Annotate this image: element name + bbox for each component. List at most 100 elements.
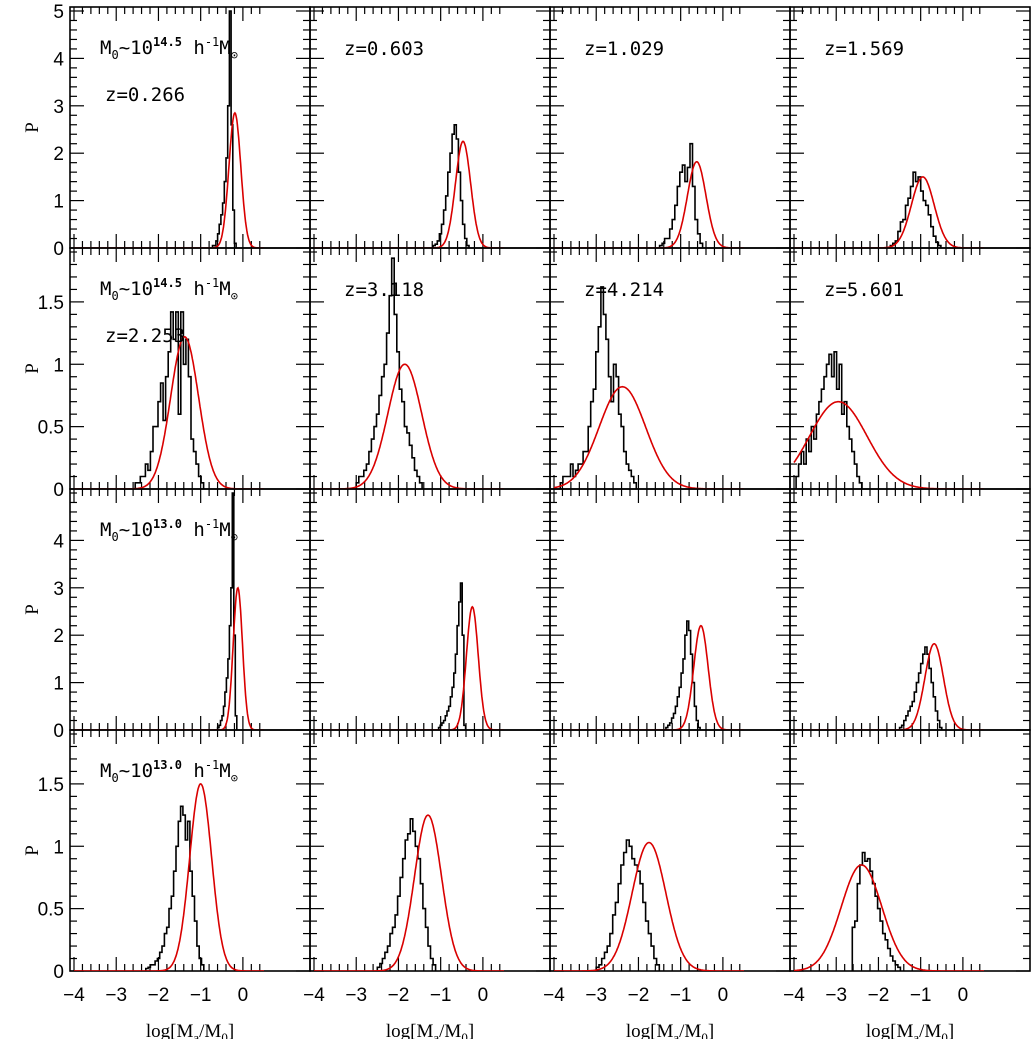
gaussian-fit-line (794, 643, 984, 730)
y-axis-label: P (22, 845, 43, 856)
x-axis-label: log[Ma/M0] (146, 1021, 234, 1039)
histogram-series (665, 620, 701, 730)
x-tick-label: −1 (430, 985, 452, 1006)
panel-r2-c4: z=5.601 (789, 247, 1031, 490)
panel-frame (789, 488, 1031, 731)
panel-r2-c1: z=2.253 0 0.5 1 1.5 P M0~1014.5 h-1M⊙ (22, 247, 311, 501)
halo-mass-label: M0~1014.5 h-1M⊙ (100, 276, 238, 303)
gaussian-fit-line (314, 605, 504, 730)
x-axis-label: log[Ma/M0] (626, 1021, 714, 1039)
histogram-series (216, 492, 238, 730)
panels-layer: z=0.266 0 1 2 3 4 5 P M0~1014.5 h-1M⊙ z=0.603 z=1.… (22, 2, 1031, 1039)
y-tick-label: 0 (53, 480, 64, 501)
x-tick-label: −3 (585, 985, 607, 1006)
y-tick-label: 4 (53, 49, 64, 70)
x-tick-label: −4 (543, 985, 565, 1006)
x-tick-label: −2 (148, 985, 170, 1006)
x-axis-label: log[Ma/M0] (386, 1021, 474, 1039)
redshift-label: z=1.569 (824, 38, 904, 60)
panel-frame (309, 729, 551, 972)
panel-r1-c1: z=0.266 0 1 2 3 4 5 P M0~1014.5 h-1M⊙ (22, 2, 311, 260)
panel-frame (789, 729, 1031, 972)
halo-mass-label: M0~1014.5 h-1M⊙ (100, 35, 238, 62)
y-tick-label: 4 (53, 531, 64, 552)
gaussian-fit-line (554, 161, 744, 248)
panel-r3-c2 (309, 488, 551, 731)
gaussian-fit-line (314, 363, 504, 489)
y-tick-label: 0.5 (38, 418, 64, 439)
x-tick-label: −4 (303, 985, 325, 1006)
y-axis-label: P (22, 604, 43, 615)
redshift-label: z=0.266 (105, 84, 185, 106)
x-tick-label: −1 (190, 985, 212, 1006)
y-tick-label: 1 (53, 192, 64, 213)
y-tick-label: 1.5 (38, 293, 64, 314)
y-tick-label: 1 (53, 837, 64, 858)
y-axis-label: P (22, 122, 43, 133)
redshift-label: z=1.029 (584, 38, 664, 60)
redshift-label: z=5.601 (824, 279, 904, 301)
redshift-label: z=2.253 (105, 325, 185, 347)
x-tick-label: −3 (825, 985, 847, 1006)
histogram-series (432, 124, 470, 248)
redshift-label: z=4.214 (584, 279, 664, 301)
panel-r3-c4 (789, 488, 1031, 731)
x-axis-label: log[Ma/M0] (866, 1021, 954, 1039)
histogram-series (851, 851, 902, 971)
panel-frame (549, 729, 791, 972)
histogram-series (355, 257, 423, 489)
panel-r1-c2: z=0.603 (309, 6, 551, 249)
panel-r2-c2: z=3.118 (309, 247, 551, 490)
histogram-series (898, 646, 943, 730)
y-tick-label: 2 (53, 144, 64, 165)
histogram-series (658, 142, 704, 248)
x-tick-label: −1 (670, 985, 692, 1006)
y-tick-label: 3 (53, 97, 64, 118)
y-tick-label: 0 (53, 721, 64, 742)
gaussian-fit-line (553, 385, 744, 489)
x-tick-label: 0 (478, 985, 489, 1006)
panel-r2-c3: z=4.214 (549, 247, 791, 490)
halo-mass-label: M0~1013.0 h-1M⊙ (100, 517, 238, 544)
halo-mass-label: M0~1013.0 h-1M⊙ (100, 758, 238, 785)
x-tick-label: 0 (958, 985, 969, 1006)
y-tick-label: 2 (53, 626, 64, 647)
histogram-series (795, 351, 863, 489)
x-tick-label: 0 (238, 985, 249, 1006)
y-tick-label: 1.5 (38, 775, 64, 796)
gaussian-fit-line (314, 140, 504, 248)
gaussian-fit-line (74, 586, 264, 730)
histogram-series (595, 839, 661, 971)
x-tick-label: −4 (783, 985, 805, 1006)
panel-r3-c3 (549, 488, 791, 731)
panel-frame (309, 488, 551, 731)
x-tick-label: −1 (910, 985, 932, 1006)
x-tick-label: −2 (628, 985, 650, 1006)
y-tick-label: 0 (53, 239, 64, 260)
histogram-series (211, 10, 237, 248)
histogram-series (376, 818, 437, 971)
gaussian-fit-line (554, 624, 744, 730)
histogram-series (145, 805, 205, 971)
gaussian-fit-line (794, 176, 984, 248)
histogram-series (889, 171, 942, 248)
y-axis-label: P (22, 363, 43, 374)
gaussian-fit-line (74, 111, 264, 248)
x-tick-label: −2 (868, 985, 890, 1006)
x-tick-label: −4 (63, 985, 85, 1006)
panel-r3-c1: 0 1 2 3 4 P M0~1013.0 h-1M⊙ (22, 488, 311, 742)
gaussian-fit-line (314, 814, 504, 971)
gaussian-fit-line (554, 841, 744, 971)
y-tick-label: 3 (53, 579, 64, 600)
panel-r1-c3: z=1.029 (549, 6, 791, 249)
histogram-series (134, 311, 205, 489)
gaussian-fit-line (793, 400, 984, 489)
y-tick-label: 1 (53, 674, 64, 695)
redshift-label: z=3.118 (344, 279, 424, 301)
histogram-series (437, 582, 467, 730)
